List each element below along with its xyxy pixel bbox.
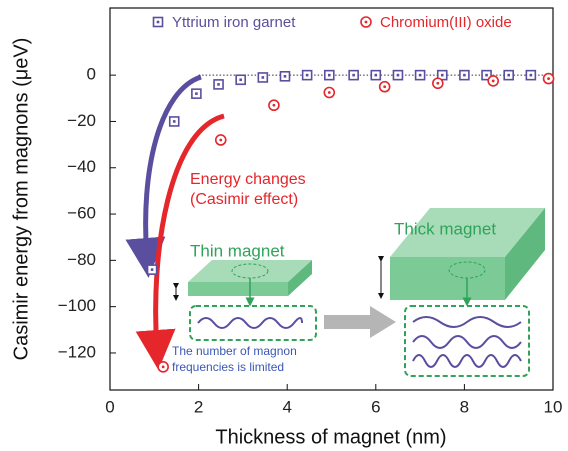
- point: [269, 100, 279, 110]
- point-inner: [273, 104, 276, 107]
- y-tick-label: −20: [67, 111, 96, 130]
- point-inner: [328, 74, 331, 77]
- x-tick-label: 10: [544, 397, 563, 416]
- thin-magnet-diagram: [176, 260, 316, 340]
- point: [258, 73, 267, 82]
- point-inner: [463, 74, 466, 77]
- point: [148, 265, 157, 274]
- arrow: [146, 77, 201, 258]
- point: [380, 82, 390, 92]
- point: [236, 75, 245, 84]
- point-inner: [173, 120, 176, 123]
- point: [361, 17, 371, 27]
- point: [325, 71, 334, 80]
- point-inner: [375, 74, 378, 77]
- x-tick-label: 4: [282, 397, 291, 416]
- x-tick-label: 6: [371, 397, 380, 416]
- point-inner: [436, 82, 439, 85]
- point-inner: [162, 365, 165, 368]
- point-inner: [219, 139, 222, 142]
- point-inner: [441, 74, 444, 77]
- point: [526, 71, 535, 80]
- point-inner: [492, 80, 495, 83]
- point: [154, 18, 163, 27]
- point: [488, 76, 498, 86]
- point-inner: [151, 268, 154, 271]
- page: {"chart_data": {"type": "scatter", "xlab…: [0, 0, 568, 451]
- legend-label: Yttrium iron garnet: [172, 14, 296, 31]
- point-inner: [507, 74, 510, 77]
- point: [416, 71, 425, 80]
- point-inner: [485, 74, 488, 77]
- point-inner: [419, 74, 422, 77]
- y-axis-label: Casimir energy from magnons (μeV): [10, 38, 32, 361]
- point: [393, 71, 402, 80]
- point-inner: [157, 21, 160, 24]
- point-inner: [195, 92, 198, 95]
- point: [349, 71, 358, 80]
- point-inner: [530, 74, 533, 77]
- annotation: frequencies is limited: [172, 360, 284, 374]
- point-inner: [306, 74, 309, 77]
- point: [433, 78, 443, 88]
- point: [280, 72, 289, 81]
- point-inner: [217, 83, 220, 86]
- point: [214, 80, 223, 89]
- y-tick-label: −80: [67, 250, 96, 269]
- annotation: (Casimir effect): [190, 191, 298, 208]
- annotation: Thin magnet: [190, 241, 285, 260]
- y-tick-label: 0: [87, 65, 96, 84]
- point: [303, 71, 312, 80]
- point-inner: [239, 78, 242, 81]
- x-tick-label: 8: [460, 397, 469, 416]
- point-inner: [328, 91, 331, 94]
- point: [192, 89, 201, 98]
- point: [544, 74, 554, 84]
- y-tick-label: −40: [67, 157, 96, 176]
- y-tick-label: −60: [67, 204, 96, 223]
- point: [324, 88, 334, 98]
- legend-label: Chromium(III) oxide: [380, 14, 512, 31]
- x-tick-label: 0: [105, 397, 114, 416]
- annotation: The number of magnon: [172, 344, 297, 358]
- point-inner: [352, 74, 355, 77]
- point: [504, 71, 513, 80]
- x-tick-label: 2: [194, 397, 203, 416]
- point-inner: [547, 77, 550, 80]
- point: [158, 362, 168, 372]
- point-inner: [397, 74, 400, 77]
- point-inner: [365, 21, 368, 24]
- point: [460, 71, 469, 80]
- annotation: Energy changes: [190, 171, 306, 188]
- x-axis-label: Thickness of magnet (nm): [215, 426, 446, 448]
- point-inner: [383, 85, 386, 88]
- chart: Energy changes (Casimir effect) Thin mag…: [0, 0, 568, 451]
- point-inner: [284, 75, 287, 78]
- annotation: Thick magnet: [394, 219, 496, 238]
- point-inner: [262, 76, 265, 79]
- y-tick-label: −100: [58, 296, 96, 315]
- point: [371, 71, 380, 80]
- point: [216, 135, 226, 145]
- point: [170, 117, 179, 126]
- y-tick-label: −120: [58, 342, 96, 361]
